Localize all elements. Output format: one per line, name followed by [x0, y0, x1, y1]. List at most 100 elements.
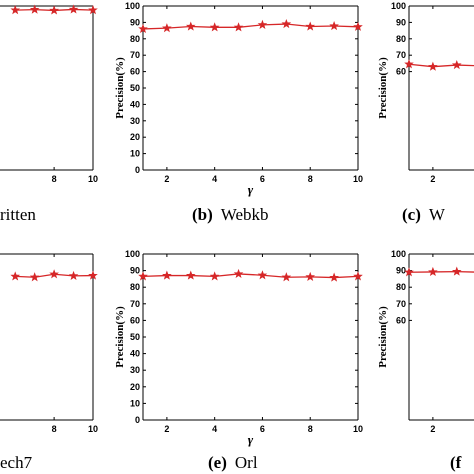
data-point-star: [428, 61, 438, 71]
data-point-star: [29, 4, 40, 14]
chart-panel-d: 8 10 ech7: [0, 253, 98, 472]
caption-letter: (e): [208, 453, 227, 472]
x-tick-label: 6: [260, 174, 265, 184]
data-point-star: [162, 23, 172, 33]
y-tick-label: 50: [130, 332, 140, 342]
y-tick-label: 60: [396, 315, 406, 325]
data-point-star: [88, 270, 98, 280]
data-point-star: [451, 266, 462, 276]
data-point-star: [185, 270, 196, 280]
data-point-star: [49, 269, 59, 279]
x-tick-label: 10: [88, 174, 98, 184]
y-tick-label: 60: [130, 67, 140, 77]
data-point-star: [209, 22, 220, 32]
data-point-star: [353, 271, 363, 281]
y-axis-label: Precision(%): [377, 57, 389, 119]
y-tick-label: 100: [391, 1, 406, 11]
y-tick-label: 40: [130, 99, 140, 109]
caption-letter: (c): [402, 205, 421, 224]
x-tick-label: 2: [164, 174, 169, 184]
y-tick-label: 70: [396, 299, 406, 309]
caption-name: ritten: [0, 205, 36, 224]
data-point-star: [257, 19, 268, 29]
x-tick-label: 6: [260, 424, 265, 434]
x-tick-label: 2: [430, 174, 435, 184]
x-tick-label: 4: [212, 174, 217, 184]
y-axis-label: Precision(%): [114, 57, 126, 119]
data-point-star: [88, 5, 98, 15]
x-tick-label: 4: [212, 424, 217, 434]
y-tick-label: 50: [130, 83, 140, 93]
data-point-star: [428, 266, 438, 277]
data-point-star: [305, 21, 316, 31]
y-tick-label: 100: [391, 249, 406, 259]
data-point-star: [329, 272, 339, 282]
panel-caption: (f: [450, 453, 462, 472]
data-point-star: [404, 267, 414, 277]
x-tick-label: 8: [308, 424, 313, 434]
y-tick-label: 80: [396, 34, 406, 44]
caption-name: ech7: [0, 453, 33, 472]
y-tick-label: 30: [130, 116, 140, 126]
data-point-star: [353, 21, 363, 31]
x-axis-label: γ: [248, 182, 254, 197]
data-point-star: [281, 18, 292, 29]
data-point-star: [68, 4, 79, 14]
data-point-star: [138, 271, 148, 281]
chart-panel-b: 0 10 20 30 40 50 60 70 80 90 100 2 4 6 8 10 Precision(%)…: [114, 1, 363, 224]
series-line: [142, 23, 359, 30]
panel-caption: ech7: [0, 453, 33, 472]
caption-letter: (f: [450, 453, 462, 472]
data-point-star: [404, 59, 414, 69]
data-point-star: [49, 5, 59, 15]
y-tick-label: 70: [130, 50, 140, 60]
x-axis-label: γ: [248, 432, 254, 447]
x-tick-label: 8: [52, 424, 57, 434]
y-tick-label: 80: [130, 282, 140, 292]
x-tick-label: 10: [88, 424, 98, 434]
y-tick-label: 100: [125, 1, 140, 11]
x-tick-label: 10: [353, 174, 363, 184]
y-tick-label: 80: [396, 282, 406, 292]
data-point-star: [68, 270, 79, 281]
y-tick-label: 70: [396, 50, 406, 60]
data-point-star: [257, 270, 268, 280]
y-tick-label: 10: [130, 149, 140, 159]
data-point-star: [10, 5, 21, 15]
x-tick-label: 8: [308, 174, 313, 184]
y-axis-label: Precision(%): [377, 306, 389, 368]
chart-panel-e: 0 10 20 30 40 50 60 70 80 90 100 2 4 6 8 10 Precision(%)…: [114, 249, 363, 472]
y-tick-label: 90: [396, 17, 406, 27]
data-point-star: [209, 271, 220, 281]
y-tick-label: 90: [130, 266, 140, 276]
chart-panel-a: 8 10 ritten: [0, 4, 98, 224]
caption-name: Orl: [235, 453, 258, 472]
y-tick-label: 0: [135, 415, 140, 425]
data-point-star: [10, 271, 21, 281]
y-tick-label: 90: [396, 266, 406, 276]
y-tick-label: 10: [130, 398, 140, 408]
y-tick-label: 20: [130, 132, 140, 142]
y-tick-label: 30: [130, 365, 140, 375]
x-tick-label: 2: [430, 424, 435, 434]
x-tick-label: 2: [164, 424, 169, 434]
panel-caption: (b) Webkb: [192, 205, 269, 224]
data-point-star: [185, 21, 196, 31]
data-point-star: [233, 268, 244, 279]
y-tick-label: 100: [125, 249, 140, 259]
panel-caption: (e) Orl: [208, 453, 258, 472]
y-tick-label: 40: [130, 349, 140, 359]
y-tick-label: 70: [130, 299, 140, 309]
panel-caption: (c) W: [402, 205, 446, 224]
panel-caption: ritten: [0, 205, 36, 224]
caption-name: W: [429, 205, 446, 224]
data-point-star: [162, 270, 172, 280]
y-axis-label: Precision(%): [114, 306, 126, 368]
y-tick-label: 80: [130, 34, 140, 44]
data-point-star: [138, 23, 148, 34]
data-point-star: [233, 22, 244, 32]
x-tick-label: 10: [353, 424, 363, 434]
y-tick-label: 0: [135, 165, 140, 175]
caption-name: Webkb: [221, 205, 269, 224]
caption-letter: (b): [192, 205, 213, 224]
